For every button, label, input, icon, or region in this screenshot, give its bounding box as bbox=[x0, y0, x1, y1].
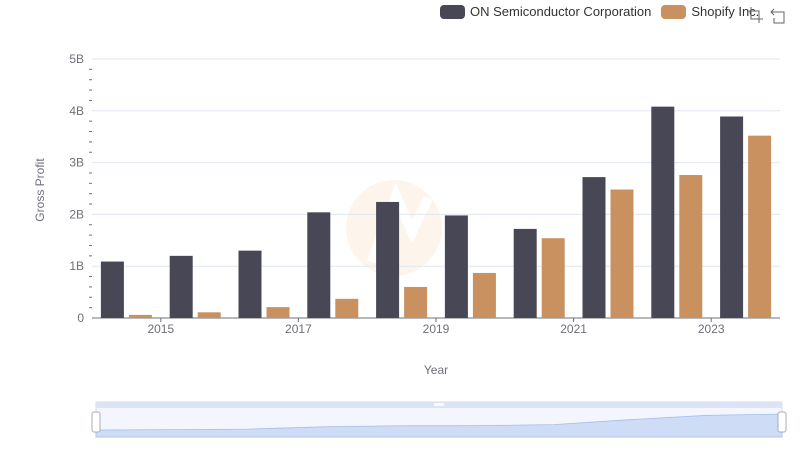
bar-on-semiconductor-2021[interactable] bbox=[582, 177, 606, 318]
x-tick-label: 2019 bbox=[423, 322, 450, 336]
bar-shopify-2016[interactable] bbox=[266, 307, 290, 318]
y-tick-label: 4B bbox=[69, 104, 84, 118]
bar-on-semiconductor-2020[interactable] bbox=[513, 228, 537, 318]
x-axis-label: Year bbox=[424, 363, 448, 377]
data-zoom-slider[interactable] bbox=[91, 401, 787, 438]
y-tick-label: 3B bbox=[69, 156, 84, 170]
y-tick-label: 5B bbox=[69, 52, 84, 66]
y-tick-label: 1B bbox=[69, 259, 84, 273]
bar-on-semiconductor-2016[interactable] bbox=[238, 250, 262, 318]
bar-on-semiconductor-2023[interactable] bbox=[720, 116, 744, 318]
toolbox bbox=[746, 6, 794, 24]
bar-on-semiconductor-2022[interactable] bbox=[651, 106, 675, 318]
bar-on-semiconductor-2014[interactable] bbox=[100, 261, 124, 318]
bar-shopify-2022[interactable] bbox=[679, 175, 703, 318]
slider-handle-left[interactable] bbox=[91, 411, 101, 433]
bar-shopify-2015[interactable] bbox=[197, 312, 221, 318]
y-axis: 0 1B 2B 3B 4B 5B bbox=[69, 52, 92, 325]
bars bbox=[100, 106, 772, 318]
x-tick-label: 2021 bbox=[560, 322, 587, 336]
bar-shopify-2014[interactable] bbox=[128, 314, 152, 318]
bar-on-semiconductor-2015[interactable] bbox=[169, 255, 193, 318]
x-axis: 2015 2017 2019 2021 2023 bbox=[92, 317, 780, 336]
y-axis-label: Gross Profit bbox=[33, 158, 47, 222]
legend-swatch-shopify bbox=[661, 4, 687, 19]
restore-icon[interactable] bbox=[770, 6, 788, 24]
bar-on-semiconductor-2019[interactable] bbox=[444, 215, 468, 318]
x-tick-label: 2015 bbox=[147, 322, 174, 336]
slider-grip[interactable] bbox=[434, 403, 444, 406]
bar-shopify-2020[interactable] bbox=[541, 238, 565, 318]
legend-swatch-on-semiconductor bbox=[440, 4, 465, 19]
bar-shopify-2023[interactable] bbox=[748, 135, 772, 318]
x-tick-label: 2017 bbox=[285, 322, 312, 336]
bar-on-semiconductor-2017[interactable] bbox=[307, 212, 331, 318]
legend-label-shopify: Shopify Inc. bbox=[691, 4, 760, 19]
grid bbox=[92, 58, 780, 319]
bar-shopify-2018[interactable] bbox=[404, 286, 428, 318]
slider-preview-area bbox=[95, 413, 783, 438]
x-tick-label: 2023 bbox=[698, 322, 725, 336]
bar-shopify-2019[interactable] bbox=[472, 272, 496, 318]
legend-item-shopify[interactable]: Shopify Inc. bbox=[661, 4, 759, 19]
bar-shopify-2021[interactable] bbox=[610, 189, 634, 318]
bar-shopify-2017[interactable] bbox=[335, 298, 359, 318]
slider-handle-right[interactable] bbox=[777, 411, 787, 433]
legend-item-on-semiconductor[interactable]: ON Semiconductor Corporation bbox=[440, 4, 651, 19]
y-tick-label: 2B bbox=[69, 207, 84, 221]
bar-on-semiconductor-2018[interactable] bbox=[376, 201, 400, 318]
legend-label-on-semiconductor: ON Semiconductor Corporation bbox=[470, 4, 652, 19]
y-tick-label: 0 bbox=[77, 311, 84, 325]
legend: ON Semiconductor Corporation Shopify Inc… bbox=[440, 4, 769, 19]
zoom-icon[interactable] bbox=[746, 6, 764, 24]
